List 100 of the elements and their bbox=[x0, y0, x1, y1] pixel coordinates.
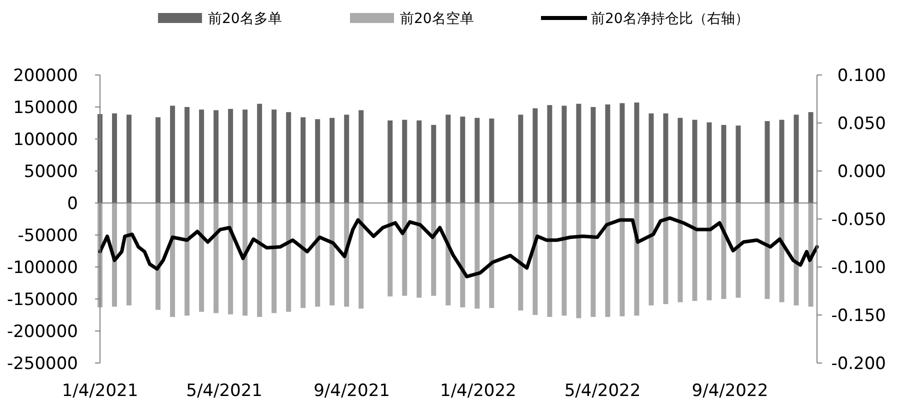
bar bbox=[794, 114, 799, 203]
bar bbox=[590, 203, 596, 317]
bar bbox=[489, 203, 494, 308]
bar bbox=[170, 203, 176, 317]
bar bbox=[460, 116, 466, 203]
bar bbox=[184, 107, 190, 203]
y2-tick-label: 0.050 bbox=[837, 114, 886, 134]
bar bbox=[446, 203, 451, 306]
bar bbox=[518, 114, 524, 203]
bar bbox=[648, 203, 654, 306]
bar bbox=[663, 203, 668, 304]
bar bbox=[214, 110, 219, 203]
bar bbox=[808, 203, 814, 307]
bar bbox=[736, 203, 741, 298]
bar bbox=[460, 203, 466, 308]
bar bbox=[431, 203, 436, 296]
bar bbox=[156, 117, 161, 203]
bar bbox=[692, 120, 698, 203]
bar bbox=[532, 108, 538, 203]
x-tick-label: 9/4/2022 bbox=[692, 381, 768, 401]
bar bbox=[576, 203, 582, 318]
bar bbox=[663, 113, 668, 203]
y-tick-label: 50000 bbox=[24, 162, 78, 182]
y-tick-label: 100000 bbox=[13, 130, 78, 150]
bar bbox=[620, 103, 625, 203]
bar bbox=[518, 203, 524, 311]
y2-tick-label: -0.150 bbox=[831, 306, 886, 326]
bar bbox=[300, 117, 306, 203]
bar bbox=[764, 203, 770, 299]
bar bbox=[257, 104, 262, 203]
x-tick-label: 5/4/2021 bbox=[186, 381, 263, 401]
y2-tick-label: -0.100 bbox=[831, 258, 886, 278]
bar bbox=[808, 112, 814, 203]
bar bbox=[300, 203, 306, 308]
legend-label: 前20名净持仓比（右轴） bbox=[591, 11, 749, 27]
y2-tick-label: 0.000 bbox=[837, 162, 886, 182]
bar bbox=[315, 203, 320, 307]
bar bbox=[330, 203, 335, 306]
y-tick-label: -200000 bbox=[6, 322, 78, 342]
bar bbox=[678, 118, 683, 203]
bar bbox=[388, 120, 393, 203]
bar bbox=[112, 113, 118, 203]
bar bbox=[272, 110, 277, 203]
bar bbox=[112, 203, 118, 307]
bar bbox=[648, 113, 654, 203]
y2-tick-label: -0.050 bbox=[831, 210, 886, 230]
bar bbox=[344, 114, 350, 203]
bar bbox=[474, 118, 480, 203]
y-tick-label: 0 bbox=[67, 194, 78, 214]
bar bbox=[214, 203, 219, 314]
bar bbox=[286, 203, 292, 312]
bar bbox=[736, 126, 741, 203]
y-tick-label: -250000 bbox=[6, 354, 78, 374]
bar bbox=[402, 120, 408, 203]
bar bbox=[126, 203, 132, 306]
bar bbox=[257, 203, 262, 317]
bar bbox=[199, 110, 204, 203]
bar bbox=[547, 105, 552, 203]
bar bbox=[330, 118, 335, 203]
bar bbox=[358, 110, 364, 203]
bar bbox=[286, 112, 292, 203]
bar bbox=[416, 203, 422, 298]
line-series bbox=[98, 216, 819, 278]
bar bbox=[242, 203, 248, 316]
bar bbox=[634, 102, 640, 203]
x-tick-label: 9/4/2021 bbox=[314, 381, 390, 401]
bar bbox=[562, 203, 567, 316]
x-tick-label: 1/4/2021 bbox=[62, 381, 138, 401]
bar bbox=[126, 114, 132, 203]
x-tick-label: 5/4/2022 bbox=[564, 381, 641, 401]
y2-tick-label: -0.200 bbox=[831, 354, 886, 374]
bar bbox=[489, 118, 494, 203]
bar bbox=[388, 203, 393, 296]
bar bbox=[184, 203, 190, 316]
bar bbox=[532, 203, 538, 315]
bar bbox=[764, 121, 770, 203]
bar bbox=[721, 203, 726, 299]
y-tick-label: 150000 bbox=[13, 98, 78, 118]
bar bbox=[779, 203, 784, 302]
bar bbox=[706, 203, 712, 300]
bar bbox=[474, 203, 480, 309]
bar bbox=[242, 110, 248, 203]
bar bbox=[199, 203, 204, 312]
bar bbox=[547, 203, 552, 317]
y2-tick-label: 0.100 bbox=[837, 66, 886, 86]
x-tick-label: 1/4/2022 bbox=[440, 381, 516, 401]
bar bbox=[358, 203, 364, 309]
bar bbox=[721, 124, 726, 203]
legend-label: 前20名多单 bbox=[208, 11, 282, 27]
legend-label: 前20名空单 bbox=[400, 11, 474, 27]
bar bbox=[228, 108, 234, 203]
bar bbox=[576, 104, 582, 203]
bar bbox=[605, 104, 610, 203]
y-tick-label: -150000 bbox=[6, 290, 78, 310]
bar bbox=[272, 203, 277, 314]
bar bbox=[562, 106, 567, 203]
bar bbox=[620, 203, 625, 316]
bar bbox=[170, 106, 176, 203]
bar bbox=[156, 203, 161, 310]
y-tick-label: 200000 bbox=[13, 66, 78, 86]
